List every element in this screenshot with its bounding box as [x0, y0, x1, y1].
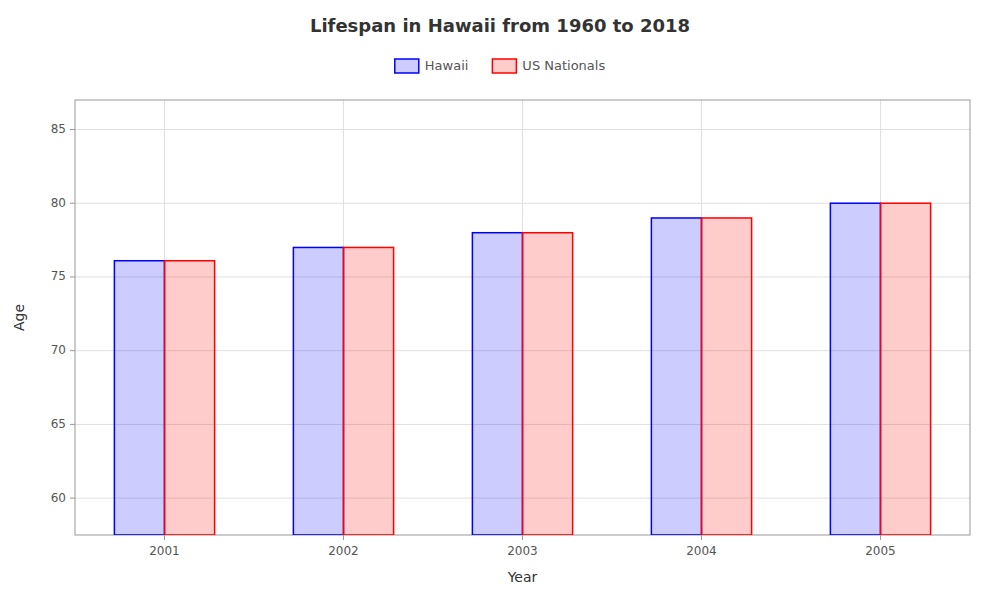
x-tick — [701, 535, 702, 540]
y-axis: 60 65 70 75 80 85 — [51, 122, 75, 505]
bar — [344, 247, 394, 535]
grid — [75, 100, 970, 535]
bar — [702, 218, 752, 535]
y-tick — [70, 276, 75, 277]
y-tick — [70, 424, 75, 425]
legend-swatch — [395, 59, 419, 73]
x-axis: 2001 2002 2003 2004 2005 — [149, 535, 896, 558]
x-tick-label: 2001 — [149, 544, 180, 558]
bar — [523, 233, 573, 535]
bar — [651, 218, 701, 535]
y-tick — [70, 498, 75, 499]
legend-item: Hawaii — [395, 58, 469, 74]
bar — [472, 233, 522, 535]
plot-frame — [75, 100, 970, 535]
x-tick-label: 2005 — [865, 544, 896, 558]
x-tick — [343, 535, 344, 540]
x-tick — [880, 535, 881, 540]
legend-item: US Nationals — [492, 58, 605, 74]
bar — [114, 261, 164, 535]
legend-swatch — [492, 59, 516, 73]
y-tick-label: 80 — [51, 196, 66, 210]
legend-label: Hawaii — [425, 58, 469, 73]
y-tick-label: 75 — [51, 269, 66, 283]
y-tick-label: 70 — [51, 343, 66, 357]
x-tick-label: 2002 — [328, 544, 359, 558]
bar — [165, 261, 215, 535]
bar — [293, 247, 343, 535]
chart-container: 60 65 70 75 80 85 2001 2002 2003 2004 2005 Lifespan… — [0, 0, 1000, 600]
legend: Hawaii US Nationals — [395, 58, 606, 74]
chart-title: Lifespan in Hawaii from 1960 to 2018 — [310, 15, 690, 36]
y-tick-label: 60 — [51, 491, 66, 505]
bars — [114, 203, 930, 535]
y-tick — [70, 129, 75, 130]
x-tick-label: 2004 — [686, 544, 717, 558]
legend-label: US Nationals — [522, 58, 605, 73]
y-tick — [70, 350, 75, 351]
x-axis-label: Year — [507, 569, 538, 585]
x-tick — [522, 535, 523, 540]
y-tick-label: 85 — [51, 122, 66, 136]
y-tick-label: 65 — [51, 417, 66, 431]
chart-svg: 60 65 70 75 80 85 2001 2002 2003 2004 2005 Lifespan… — [0, 0, 1000, 600]
y-axis-label: Age — [11, 304, 27, 331]
bar — [830, 203, 880, 535]
y-tick — [70, 203, 75, 204]
x-tick-label: 2003 — [507, 544, 538, 558]
bar — [881, 203, 931, 535]
x-tick — [164, 535, 165, 540]
